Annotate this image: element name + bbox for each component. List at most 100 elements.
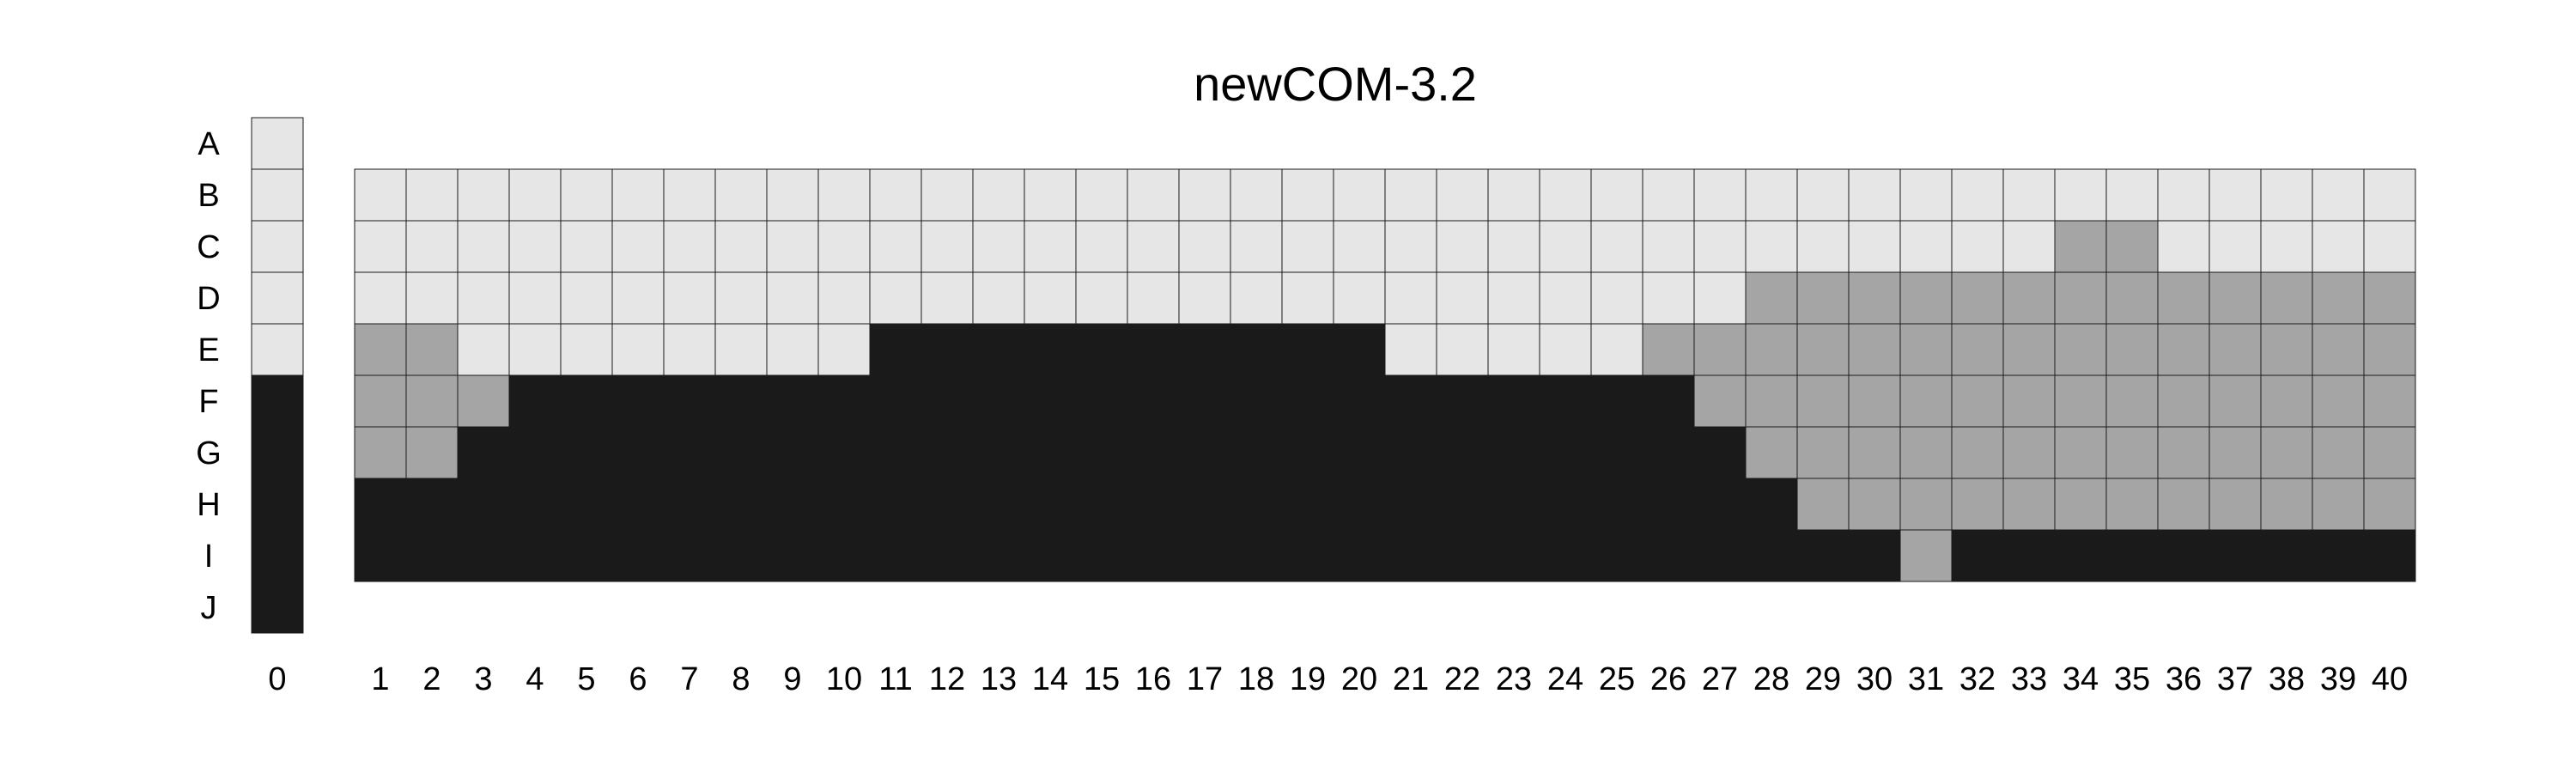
cell-5-e xyxy=(560,323,613,376)
cell-33-g xyxy=(2002,426,2056,479)
cell-18-c xyxy=(1230,220,1283,273)
cell-12-h xyxy=(920,478,974,531)
cell-25-i xyxy=(1590,529,1643,582)
cell-14-d xyxy=(1024,271,1077,325)
cell-27-f xyxy=(1693,374,1747,428)
cell-11-h xyxy=(869,478,922,531)
chart-title: newCOM-3.2 xyxy=(1194,57,1477,111)
cell-15-c xyxy=(1075,220,1128,273)
cell-36-d xyxy=(2157,271,2210,325)
cell-32-b xyxy=(1951,168,2004,222)
column-label-16: 16 xyxy=(1135,661,1171,697)
cell-35-c xyxy=(2105,220,2159,273)
cell-19-b xyxy=(1281,168,1334,222)
cell-0-d xyxy=(251,271,304,325)
cell-21-f xyxy=(1384,374,1437,428)
cell-22-f xyxy=(1436,374,1489,428)
cell-24-e xyxy=(1539,323,1592,376)
cell-0-c xyxy=(251,220,304,273)
cell-9-c xyxy=(766,220,819,273)
cell-29-f xyxy=(1796,374,1850,428)
column-label-30: 30 xyxy=(1856,661,1893,697)
cell-21-h xyxy=(1384,478,1437,531)
cell-20-f xyxy=(1333,374,1386,428)
cell-23-d xyxy=(1487,271,1540,325)
cell-23-c xyxy=(1487,220,1540,273)
column-label-35: 35 xyxy=(2114,661,2150,697)
cell-12-f xyxy=(920,374,974,428)
cell-33-e xyxy=(2002,323,2056,376)
cell-32-f xyxy=(1951,374,2004,428)
cell-37-h xyxy=(2208,478,2262,531)
column-label-12: 12 xyxy=(929,661,965,697)
cell-34-b xyxy=(2054,168,2107,222)
cell-33-i xyxy=(2002,529,2056,582)
cell-8-b xyxy=(714,168,768,222)
column-label-9: 9 xyxy=(783,661,801,697)
main-grid xyxy=(354,168,2416,582)
row-label-f: F xyxy=(198,384,218,420)
cell-15-d xyxy=(1075,271,1128,325)
cell-3-f xyxy=(457,374,510,428)
cell-26-b xyxy=(1642,168,1695,222)
cell-33-c xyxy=(2002,220,2056,273)
cell-11-f xyxy=(869,374,922,428)
cell-29-h xyxy=(1796,478,1850,531)
cell-10-f xyxy=(817,374,871,428)
cell-14-b xyxy=(1024,168,1077,222)
cell-6-g xyxy=(611,426,665,479)
cell-31-f xyxy=(1899,374,1953,428)
cell-36-h xyxy=(2157,478,2210,531)
cell-1-i xyxy=(354,529,407,582)
cell-7-c xyxy=(663,220,716,273)
cell-10-g xyxy=(817,426,871,479)
cell-40-f xyxy=(2363,374,2416,428)
cell-28-e xyxy=(1745,323,1798,376)
cell-10-i xyxy=(817,529,871,582)
cell-2-h xyxy=(405,478,459,531)
cell-22-b xyxy=(1436,168,1489,222)
cell-25-g xyxy=(1590,426,1643,479)
cell-0-e xyxy=(251,323,304,376)
cell-24-d xyxy=(1539,271,1592,325)
cell-3-g xyxy=(457,426,510,479)
column-label-14: 14 xyxy=(1032,661,1068,697)
cell-13-d xyxy=(972,271,1025,325)
cell-38-f xyxy=(2260,374,2313,428)
cell-13-h xyxy=(972,478,1025,531)
column-label-21: 21 xyxy=(1393,661,1429,697)
cell-10-d xyxy=(817,271,871,325)
column-label-20: 20 xyxy=(1341,661,1377,697)
cell-19-i xyxy=(1281,529,1334,582)
column-label-32: 32 xyxy=(1959,661,1996,697)
cell-24-c xyxy=(1539,220,1592,273)
cell-26-f xyxy=(1642,374,1695,428)
cell-23-f xyxy=(1487,374,1540,428)
column-label-1: 1 xyxy=(371,661,389,697)
cell-16-d xyxy=(1127,271,1180,325)
cell-19-h xyxy=(1281,478,1334,531)
cell-18-i xyxy=(1230,529,1283,582)
cell-12-g xyxy=(920,426,974,479)
cell-23-g xyxy=(1487,426,1540,479)
cell-40-i xyxy=(2363,529,2416,582)
cell-2-d xyxy=(405,271,459,325)
column-label-13: 13 xyxy=(981,661,1017,697)
row-label-b: B xyxy=(197,178,219,214)
cell-35-d xyxy=(2105,271,2159,325)
cell-18-f xyxy=(1230,374,1283,428)
cell-6-b xyxy=(611,168,665,222)
cell-19-f xyxy=(1281,374,1334,428)
cell-4-g xyxy=(508,426,562,479)
column-label-37: 37 xyxy=(2217,661,2253,697)
cell-30-e xyxy=(1848,323,1901,376)
cell-17-i xyxy=(1178,529,1231,582)
row-label-d: D xyxy=(197,281,220,317)
cell-35-f xyxy=(2105,374,2159,428)
cell-4-h xyxy=(508,478,562,531)
cell-3-c xyxy=(457,220,510,273)
row-label-c: C xyxy=(197,229,220,265)
cell-0-b xyxy=(251,168,304,222)
cell-29-e xyxy=(1796,323,1850,376)
cell-5-g xyxy=(560,426,613,479)
